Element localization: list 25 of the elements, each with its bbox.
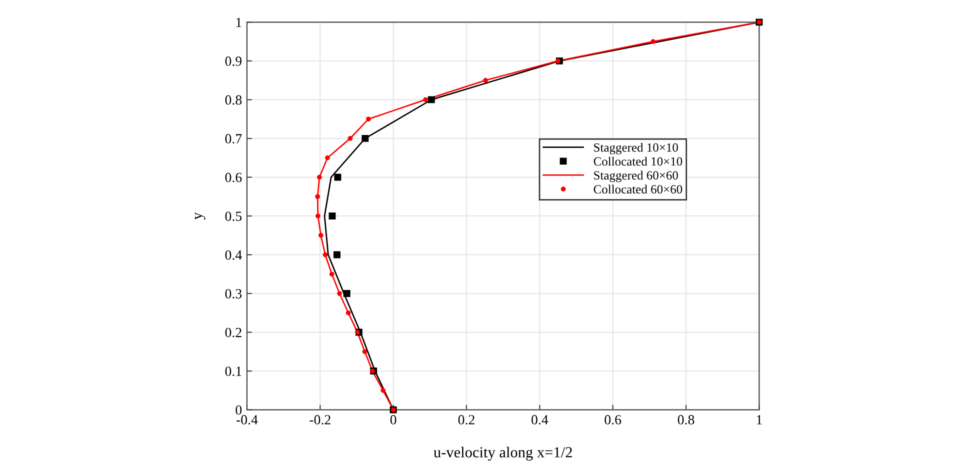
y-tick-label: 0.9: [225, 56, 242, 66]
legend-label: Staggered 10×10: [594, 142, 678, 154]
legend-label: Collocated 60×60: [594, 184, 682, 194]
y-tick-label: 0.7: [225, 134, 242, 144]
y-tick-label: 0.8: [225, 95, 242, 105]
legend-label: Collocated 10×10: [594, 156, 682, 166]
y-tick-label: 0.4: [225, 250, 242, 260]
y-axis-title: y: [195, 212, 206, 220]
y-tick-label: 0.2: [225, 328, 242, 338]
x-tick-label: 1: [756, 415, 762, 424]
y-tick-label: 0.6: [225, 172, 242, 182]
x-tick-label: 0.6: [604, 415, 622, 424]
y-tick-label: 0.1: [225, 366, 242, 376]
y-tick-label: 0: [236, 405, 242, 415]
x-tick-label: -0.2: [310, 415, 330, 424]
x-tick-label: 0: [390, 415, 396, 424]
legend-label: Staggered 60×60: [594, 170, 678, 182]
x-tick-label: 0.2: [458, 415, 474, 424]
x-tick-label: 0.4: [532, 415, 548, 424]
y-tick-label: 0.5: [225, 212, 242, 221]
x-tick-label: 0.8: [678, 415, 694, 424]
y-tick-label: 0.3: [225, 289, 242, 299]
x-axis-title: u-velocity along x=1/2: [434, 446, 572, 461]
x-tick-label: -0.4: [236, 415, 258, 424]
y-tick-label: 1: [236, 18, 242, 27]
